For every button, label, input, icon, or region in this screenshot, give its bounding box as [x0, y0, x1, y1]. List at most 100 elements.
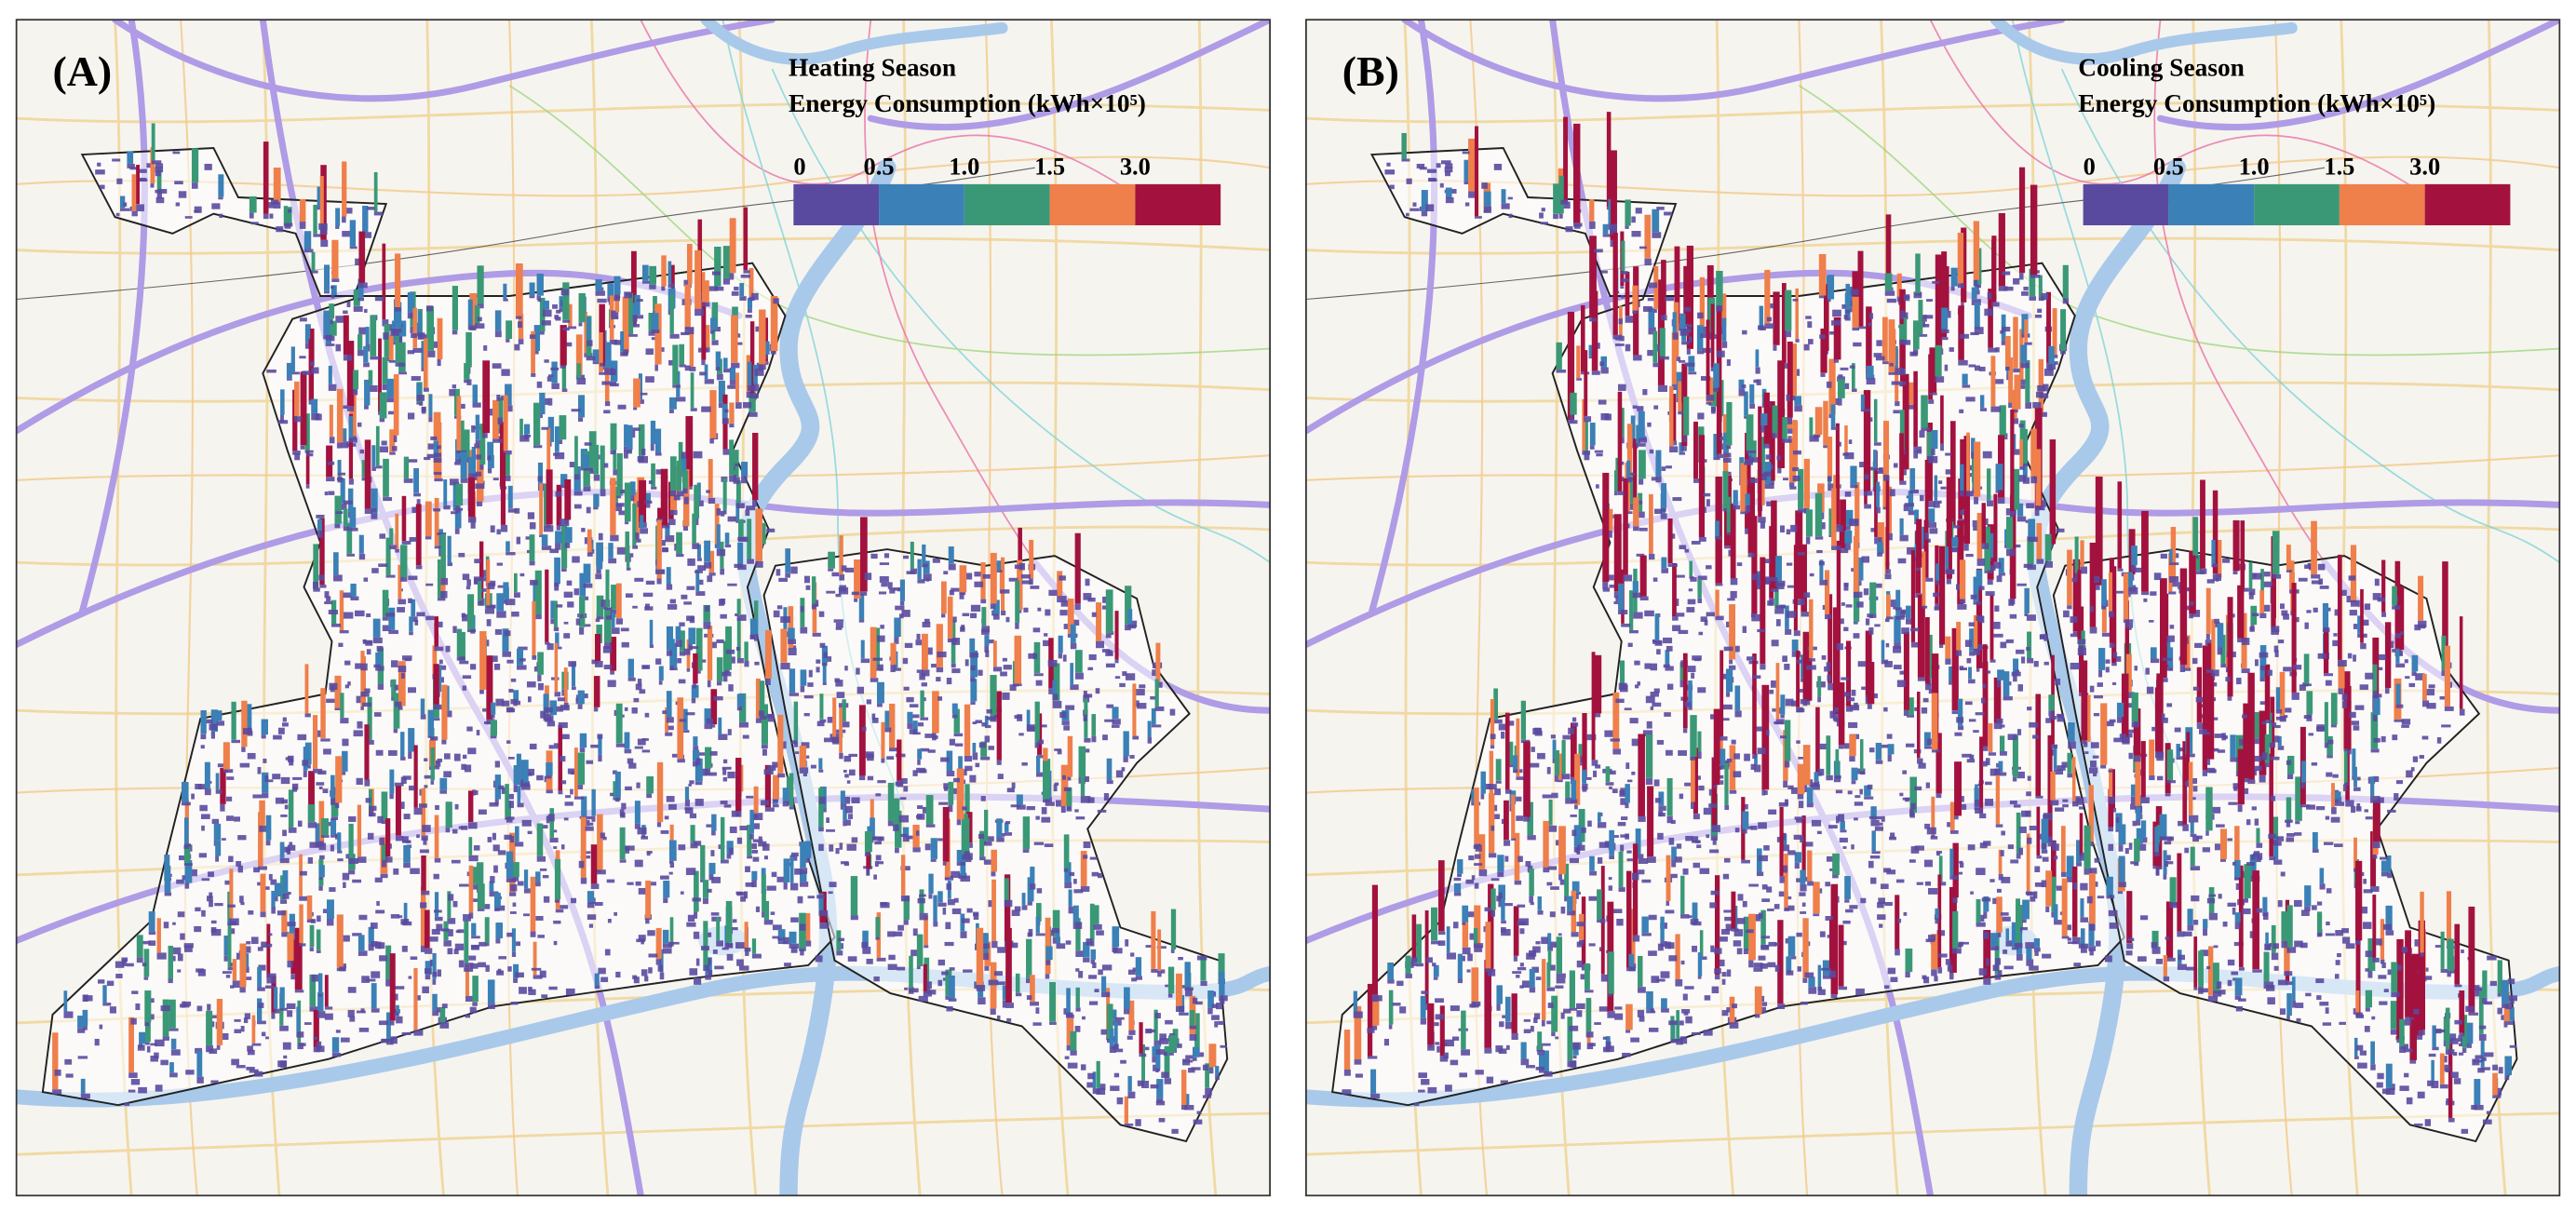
building-bar [77, 1016, 85, 1029]
building-footprint [1645, 695, 1655, 704]
building-footprint [1192, 997, 1198, 1004]
building-bar [349, 389, 357, 437]
building-footprint [900, 833, 908, 838]
building-footprint [1562, 734, 1572, 740]
building-footprint [888, 954, 896, 961]
building-bar [281, 909, 288, 933]
building-footprint [1474, 882, 1479, 889]
building-bar [391, 679, 397, 697]
building-footprint [306, 919, 315, 923]
building-footprint [1464, 202, 1470, 207]
building-bar [426, 306, 435, 351]
building-footprint [1787, 428, 1795, 434]
building-footprint [1030, 586, 1040, 589]
building-footprint [2337, 952, 2341, 958]
building-bar [1128, 1000, 1135, 1030]
building-bar [729, 218, 736, 274]
building-footprint [1139, 1053, 1147, 1057]
building-footprint [593, 506, 599, 510]
building-footprint [2013, 804, 2021, 808]
building-footprint [636, 782, 641, 788]
building-footprint [2113, 737, 2124, 743]
building-footprint [615, 971, 621, 978]
building-bar [1215, 1066, 1220, 1076]
building-bar [337, 832, 342, 851]
building-footprint [912, 770, 918, 776]
building-footprint [688, 643, 693, 651]
building-footprint [502, 651, 511, 657]
building-footprint [731, 362, 740, 369]
building-footprint [842, 721, 850, 728]
building-footprint [735, 646, 741, 651]
building-footprint [1893, 606, 1897, 610]
building-footprint [1036, 888, 1043, 894]
building-footprint [1854, 795, 1861, 799]
building-footprint [216, 1044, 221, 1050]
building-footprint [685, 712, 695, 716]
building-footprint [1987, 565, 1996, 572]
building-footprint [752, 500, 757, 507]
building-footprint [1557, 779, 1563, 783]
building-footprint [492, 363, 502, 369]
building-footprint [640, 392, 648, 396]
building-bar [2256, 828, 2260, 843]
building-bar [682, 470, 688, 489]
building-footprint [477, 303, 484, 309]
building-footprint [915, 830, 920, 836]
building-footprint [1720, 959, 1725, 967]
building-footprint [903, 555, 910, 559]
building-footprint [1008, 577, 1018, 582]
building-footprint [267, 779, 274, 783]
building-footprint [317, 993, 323, 997]
building-footprint [696, 500, 704, 506]
building-bar [1995, 774, 2000, 825]
building-bar [306, 895, 313, 920]
building-bar [156, 168, 162, 192]
building-footprint [667, 604, 678, 610]
building-footprint [1657, 943, 1664, 951]
building-bar [259, 800, 265, 826]
building-footprint [2484, 1001, 2493, 1005]
building-bar [385, 945, 392, 980]
building-bar [309, 974, 316, 1007]
building-footprint [1114, 676, 1121, 680]
building-footprint [1164, 1078, 1172, 1084]
building-footprint [2377, 1072, 2384, 1080]
building-footprint [2277, 746, 2285, 750]
building-bar [607, 283, 614, 297]
building-bar [593, 444, 600, 475]
building-footprint [2205, 767, 2216, 774]
building-footprint [811, 606, 816, 610]
building-bar [215, 773, 220, 790]
building-footprint [541, 397, 549, 405]
building-bar [1139, 1022, 1143, 1054]
building-footprint [237, 865, 243, 873]
building-bar [213, 823, 222, 841]
building-footprint [974, 572, 981, 577]
building-footprint [487, 583, 495, 589]
building-footprint [2000, 641, 2007, 649]
building-footprint [608, 558, 617, 564]
building-bar [1371, 994, 1380, 1026]
building-footprint [1072, 619, 1080, 626]
building-footprint [246, 976, 252, 980]
building-bar [1127, 1075, 1132, 1092]
building-footprint [893, 667, 901, 671]
building-footprint [1075, 950, 1084, 957]
building-footprint [1992, 897, 1999, 905]
building-bar [1988, 289, 1993, 348]
building-footprint [988, 640, 994, 644]
building-footprint [343, 935, 350, 942]
building-footprint [514, 343, 520, 351]
building-footprint [962, 572, 973, 580]
building-bar [227, 923, 232, 967]
building-footprint [736, 707, 743, 711]
building-footprint [1808, 339, 1814, 344]
building-bar [702, 280, 709, 303]
building-bar [1101, 976, 1107, 992]
building-footprint [978, 833, 987, 839]
building-bar [747, 361, 752, 385]
building-footprint [1137, 703, 1147, 709]
building-footprint [1842, 940, 1847, 946]
building-footprint [1691, 1031, 1701, 1035]
